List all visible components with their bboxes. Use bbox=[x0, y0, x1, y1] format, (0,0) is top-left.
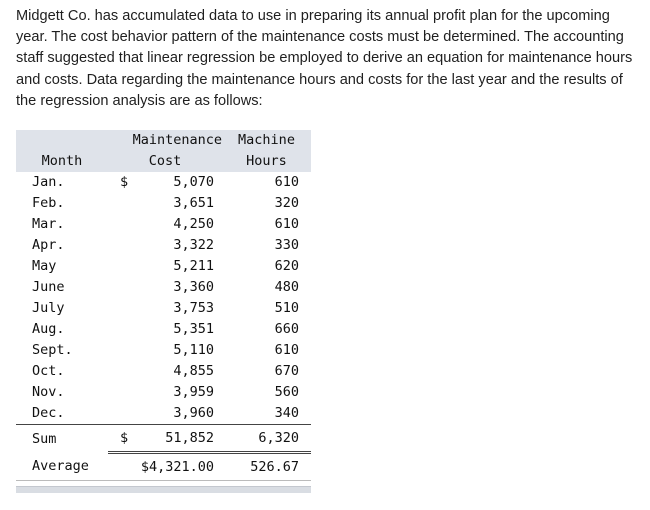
month-cell: Feb. bbox=[32, 195, 65, 211]
header-machine: Machine bbox=[238, 132, 295, 148]
cost-cell: 3,753 bbox=[173, 300, 214, 316]
maintenance-data-table: Maintenance Machine Month Cost Hours Jan… bbox=[16, 130, 311, 481]
month-cell: Dec. bbox=[32, 405, 65, 421]
table-row: June 3,360 480 bbox=[16, 277, 311, 298]
header-maintenance: Maintenance bbox=[132, 132, 222, 148]
month-cell: Oct. bbox=[32, 363, 65, 379]
header-month-spacer bbox=[16, 130, 108, 151]
hours-cell: 610 bbox=[274, 216, 299, 232]
month-cell: May bbox=[32, 258, 57, 274]
hours-cell: 670 bbox=[274, 363, 299, 379]
table-bottom-scrollbar[interactable] bbox=[16, 486, 311, 493]
month-cell: June bbox=[32, 279, 65, 295]
table-row: Sept. 5,110 610 bbox=[16, 340, 311, 361]
sum-row: Sum $ 51,852 6,320 bbox=[16, 424, 311, 454]
sum-label: Sum bbox=[16, 424, 108, 453]
table-header: Maintenance Machine Month Cost Hours bbox=[16, 130, 311, 172]
header-cost: Cost bbox=[148, 153, 182, 169]
problem-intro-text: Midgett Co. has accumulated data to use … bbox=[16, 8, 633, 109]
header-row-1: Maintenance Machine bbox=[16, 130, 311, 151]
header-month: Month bbox=[41, 153, 83, 169]
currency-cell bbox=[108, 382, 130, 403]
table-row: July 3,753 510 bbox=[16, 298, 311, 319]
month-cell: Mar. bbox=[32, 216, 65, 232]
currency-cell bbox=[108, 277, 130, 298]
hours-cell: 480 bbox=[274, 279, 299, 295]
currency-cell bbox=[108, 340, 130, 361]
cost-cell: 3,360 bbox=[173, 279, 214, 295]
sum-hours: 6,320 bbox=[222, 424, 311, 454]
currency-cell bbox=[108, 214, 130, 235]
hours-cell: 510 bbox=[274, 300, 299, 316]
average-cost: $4,321.00 bbox=[108, 452, 222, 481]
cost-cell: 3,651 bbox=[173, 195, 214, 211]
month-cell: Jan. bbox=[32, 174, 65, 190]
table-row: Apr. 3,322 330 bbox=[16, 235, 311, 256]
hours-cell: 610 bbox=[274, 342, 299, 358]
hours-cell: 320 bbox=[274, 195, 299, 211]
cost-cell: 3,959 bbox=[173, 384, 214, 400]
table-row: Oct. 4,855 670 bbox=[16, 361, 311, 382]
currency-cell: $ bbox=[120, 174, 129, 190]
currency-cell bbox=[108, 256, 130, 277]
currency-cell bbox=[108, 403, 130, 425]
table-row: May 5,211 620 bbox=[16, 256, 311, 277]
cost-cell: 5,110 bbox=[173, 342, 214, 358]
header-row-2: Month Cost Hours bbox=[16, 151, 311, 172]
sum-cost: 51,852 bbox=[130, 424, 222, 454]
table-row: Nov. 3,959 560 bbox=[16, 382, 311, 403]
hours-cell: 620 bbox=[274, 258, 299, 274]
cost-cell: 5,070 bbox=[173, 174, 214, 190]
hours-cell: 330 bbox=[274, 237, 299, 253]
cost-cell: 5,211 bbox=[173, 258, 214, 274]
average-label: Average bbox=[16, 452, 108, 481]
average-row: Average $4,321.00 526.67 bbox=[16, 452, 311, 481]
month-cell: Sept. bbox=[32, 342, 73, 358]
sum-currency: $ bbox=[108, 424, 130, 454]
table-row: Aug. 5,351 660 bbox=[16, 319, 311, 340]
month-cell: July bbox=[32, 300, 65, 316]
table-row: Feb. 3,651 320 bbox=[16, 193, 311, 214]
table-row: Dec. 3,960 340 bbox=[16, 403, 311, 425]
hours-cell: 340 bbox=[274, 405, 299, 421]
header-hours: Hours bbox=[246, 153, 287, 169]
table-body: Jan. $ 5,070 610 Feb. 3,651 320 Mar. 4,2… bbox=[16, 172, 311, 481]
cost-cell: 4,250 bbox=[173, 216, 214, 232]
table-row: Jan. $ 5,070 610 bbox=[16, 172, 311, 193]
hours-cell: 560 bbox=[274, 384, 299, 400]
month-cell: Aug. bbox=[32, 321, 65, 337]
average-hours: 526.67 bbox=[222, 452, 311, 481]
data-table: Maintenance Machine Month Cost Hours Jan… bbox=[16, 130, 311, 481]
currency-cell bbox=[108, 298, 130, 319]
cost-cell: 5,351 bbox=[173, 321, 214, 337]
table-row: Mar. 4,250 610 bbox=[16, 214, 311, 235]
month-cell: Apr. bbox=[32, 237, 65, 253]
currency-cell bbox=[108, 193, 130, 214]
currency-cell bbox=[108, 319, 130, 340]
currency-cell bbox=[108, 235, 130, 256]
currency-cell bbox=[108, 361, 130, 382]
hours-cell: 660 bbox=[274, 321, 299, 337]
hours-cell: 610 bbox=[274, 174, 299, 190]
cost-cell: 3,322 bbox=[173, 237, 214, 253]
cost-cell: 4,855 bbox=[173, 363, 214, 379]
month-cell: Nov. bbox=[32, 384, 65, 400]
cost-cell: 3,960 bbox=[173, 405, 214, 421]
